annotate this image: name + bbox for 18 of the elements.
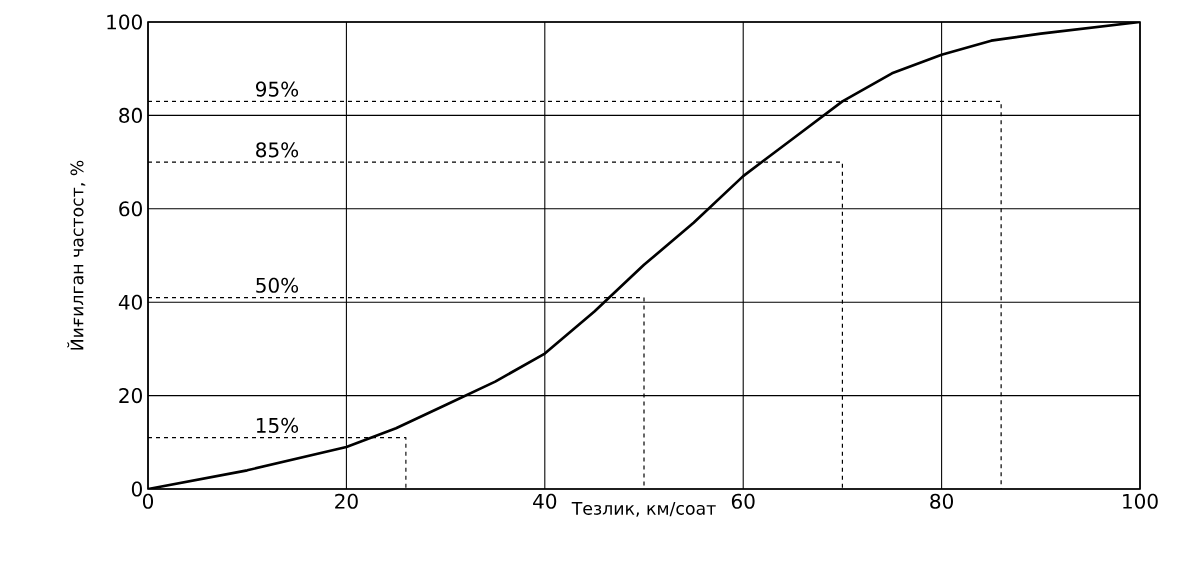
x-tick-label: 100 [1123,493,1158,509]
y-tick-label: 20 [119,388,142,404]
annotation: 95% [255,81,299,97]
y-tick-label: 0 [131,481,142,497]
x-tick-label: 20 [335,493,358,509]
y-tick-label: 80 [119,107,142,123]
x-tick-label: 0 [142,493,154,509]
y-tick-label: 40 [118,294,142,310]
annotation: 50% [256,277,299,293]
annotation: 85% [256,142,299,158]
x-tick-label: 80 [930,493,953,509]
y-axis-title: Йиғилган частост, % [67,160,86,350]
annotation: 15% [256,417,299,433]
y-tick-label: 60 [119,201,142,217]
x-axis-title: Тезлик, км/соат [571,502,716,517]
y-tick-label: 100 [107,14,142,30]
x-tick-label: 40 [533,493,557,509]
x-tick-label: 60 [731,493,755,509]
